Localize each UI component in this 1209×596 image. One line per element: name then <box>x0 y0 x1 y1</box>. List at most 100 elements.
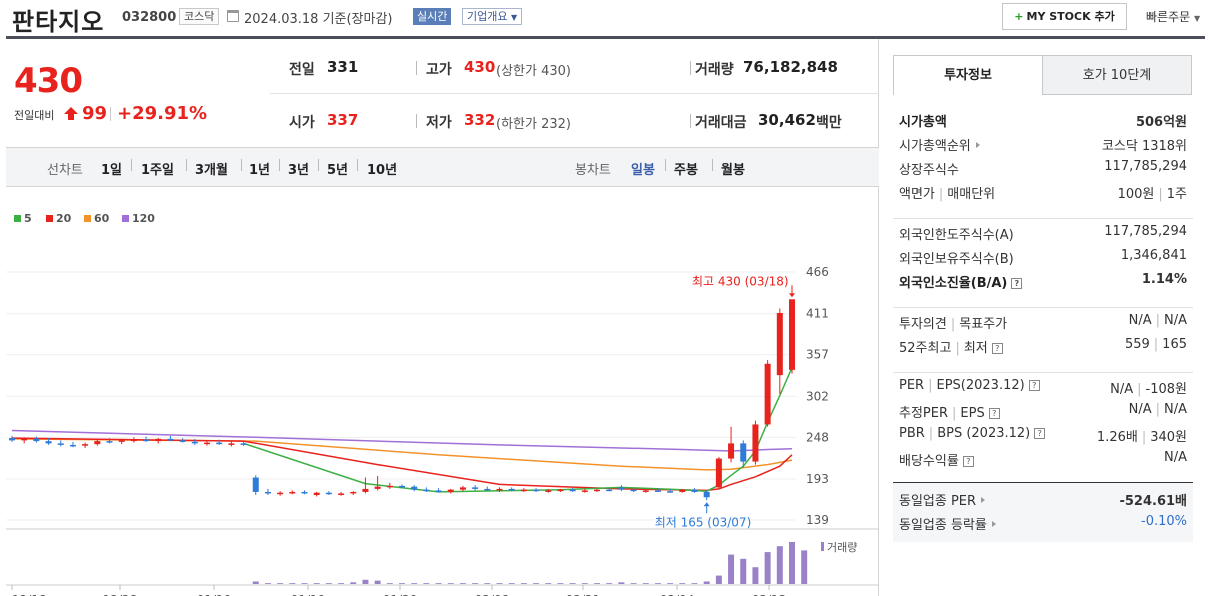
candle-body <box>740 443 747 462</box>
help-icon[interactable]: ? <box>1028 380 1040 391</box>
candle-body <box>435 490 442 492</box>
candle-body <box>667 491 674 493</box>
info-key-text: 투자의견 <box>899 317 947 332</box>
tab-order-book[interactable]: 호가 10단계 <box>1042 55 1192 95</box>
volume-bar <box>667 583 674 584</box>
info-key[interactable]: 시가총액순위 <box>899 135 980 154</box>
info-value-text: -0.10% <box>1141 514 1187 529</box>
add-mystock-button[interactable]: + MY STOCK 추가 <box>1002 3 1127 30</box>
info-row: PER | EPS(2023.12)? N/A | -108원 <box>899 378 1187 398</box>
candle-body <box>606 489 613 492</box>
help-icon[interactable]: ? <box>962 456 974 467</box>
tab-weekly[interactable]: 주봉 <box>674 163 698 178</box>
volume-bar <box>703 581 710 584</box>
tab-investment-info[interactable]: 투자정보 <box>893 55 1043 95</box>
volume-bar <box>679 583 686 584</box>
info-key: 외국인소진율(B/A)? <box>899 272 1023 291</box>
candle-body <box>703 491 710 498</box>
info-key[interactable]: 동일업종 등락률 <box>899 514 996 533</box>
info-row: 외국인한도주식수(A) 117,785,294 <box>899 224 1187 244</box>
candle-body <box>728 443 735 459</box>
divider <box>357 159 358 171</box>
help-icon[interactable]: ? <box>988 408 1000 419</box>
info-key: 외국인한도주식수(A) <box>899 224 1014 243</box>
candle-body <box>350 491 357 494</box>
divider <box>893 372 1193 373</box>
candle-body <box>94 441 101 445</box>
volume-bar <box>789 542 795 584</box>
info-table: 시가총액 506억원 시가총액순위 코스닥 1318위 상장주식수 117,785,294… <box>893 95 1193 595</box>
amount-value: 30,462 <box>758 111 816 129</box>
info-key2-text: EPS <box>960 406 985 421</box>
divider: | <box>1137 382 1142 397</box>
tab-10y[interactable]: 10년 <box>367 163 398 178</box>
info-value2-text: -108원 <box>1145 382 1187 397</box>
help-icon[interactable]: ? <box>1034 428 1046 439</box>
volume-bar <box>447 583 454 584</box>
volume-bar <box>399 583 405 584</box>
volume-bar <box>740 558 747 584</box>
tab-1w[interactable]: 1주일 <box>141 163 174 178</box>
help-icon[interactable]: ? <box>1011 278 1023 289</box>
divider <box>241 159 242 171</box>
divider <box>712 159 713 171</box>
candle-body <box>143 439 150 442</box>
info-key: 시가총액 <box>899 111 947 130</box>
info-row: 외국인소진율(B/A)? 1.14% <box>899 272 1187 292</box>
candle-body <box>533 489 540 492</box>
info-value: 559 | 165 <box>1125 337 1187 352</box>
legend-label-5: 5 <box>24 212 32 225</box>
volume-bar <box>252 581 259 584</box>
info-row: 상장주식수 117,785,294 <box>899 159 1187 179</box>
triangle-right-icon <box>991 521 996 527</box>
company-overview-dropdown[interactable]: 기업개요 ▼ <box>462 8 523 25</box>
volume-bar <box>496 583 503 584</box>
info-value: N/A | -108원 <box>1110 378 1187 397</box>
divider <box>186 159 187 171</box>
divider: | <box>1158 187 1163 202</box>
tab-3y[interactable]: 3년 <box>288 163 310 178</box>
info-key[interactable]: 동일업종 PER <box>899 490 986 509</box>
divider <box>690 61 691 75</box>
divider: | <box>938 187 944 202</box>
tab-3m[interactable]: 3개월 <box>195 163 228 178</box>
candle-body <box>325 492 332 495</box>
tab-1y[interactable]: 1년 <box>249 163 271 178</box>
candle-body <box>21 438 28 441</box>
candle-body <box>399 485 405 488</box>
low-arrow-head <box>703 502 710 507</box>
candle-body <box>301 491 308 494</box>
info-key: PBR | BPS (2023.12)? <box>899 426 1046 441</box>
candle-chart-label: 봉차트 <box>575 163 611 178</box>
stock-code: 032800 <box>122 10 177 25</box>
volume-bar <box>301 583 308 584</box>
candle-body <box>313 492 320 495</box>
divider: | <box>950 317 956 332</box>
volume-bar <box>654 583 661 584</box>
info-value-text: N/A <box>1128 313 1152 328</box>
candle-body <box>764 363 771 425</box>
volume-bar <box>264 583 271 584</box>
info-key2-text: BPS (2023.12) <box>937 426 1031 441</box>
candle-body <box>484 488 491 491</box>
x-tick-label: 03/04 <box>660 593 695 596</box>
tab-5y[interactable]: 5년 <box>327 163 349 178</box>
candle-body <box>191 441 198 444</box>
quick-order-dropdown[interactable]: 빠른주문 ▼ <box>1146 8 1200 25</box>
ma60-line <box>11 438 793 471</box>
tab-daily[interactable]: 일봉 <box>631 163 655 178</box>
divider <box>270 93 879 94</box>
info-value2-text: N/A <box>1164 402 1187 417</box>
divider: | <box>1155 402 1160 417</box>
volume-bar <box>508 583 515 584</box>
info-value: 117,785,294 <box>1104 159 1187 174</box>
info-value: 1.14% <box>1142 272 1187 287</box>
candle-body <box>569 489 576 492</box>
help-icon[interactable]: ? <box>991 343 1003 354</box>
info-value: 1,346,841 <box>1121 248 1187 263</box>
price-chart[interactable]: 5 20 60 120 466 411 357 302 248 193 139 최고 430 (03/… <box>6 207 879 596</box>
candle-body <box>411 486 418 490</box>
realtime-button[interactable]: 실시간 <box>413 8 452 25</box>
tab-1d[interactable]: 1일 <box>101 163 123 178</box>
tab-monthly[interactable]: 월봉 <box>721 163 745 178</box>
